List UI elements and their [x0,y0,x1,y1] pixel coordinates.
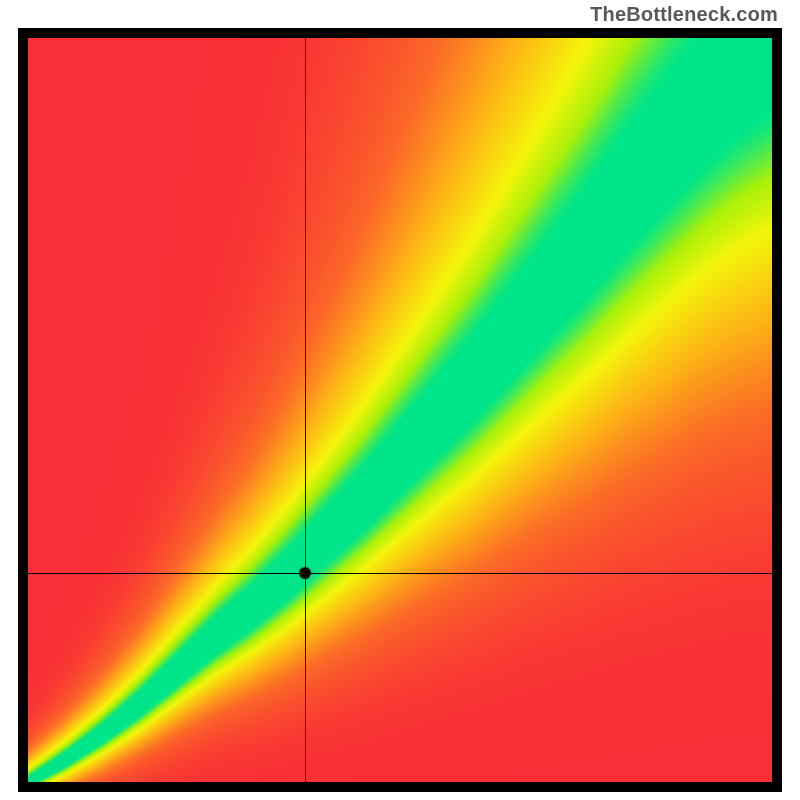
chart-frame [18,28,782,792]
attribution-label: TheBottleneck.com [590,4,778,27]
crosshair-vertical [305,38,306,782]
heatmap-plot [28,38,772,782]
crosshair-horizontal [28,573,772,574]
heatmap-canvas [28,38,772,782]
crosshair-marker [298,566,312,580]
